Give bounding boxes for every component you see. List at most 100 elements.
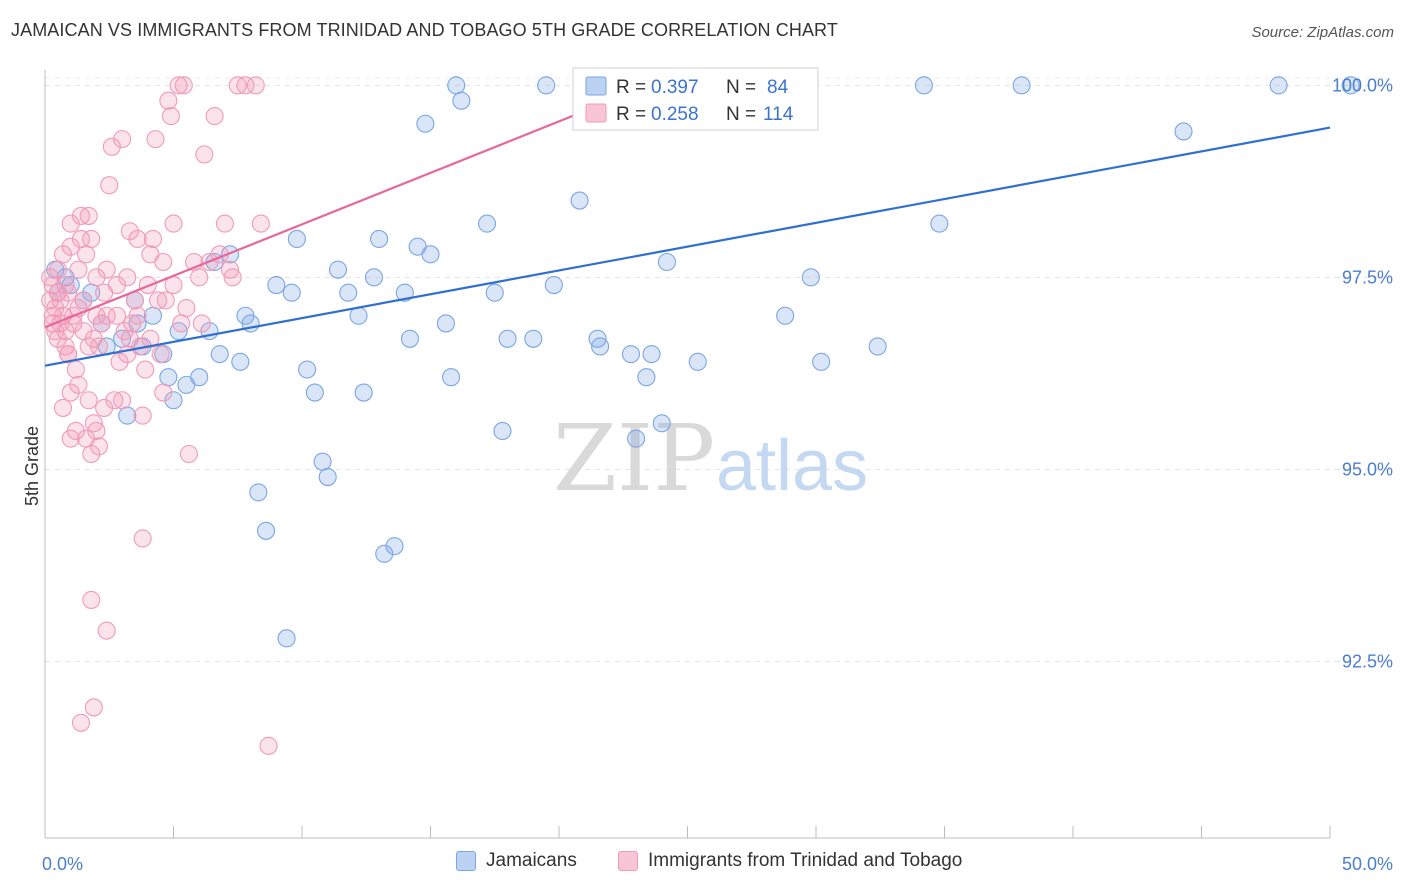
trinidad-tobago-point [251,214,270,233]
trend-lines [44,84,1331,367]
legend-r-value: 0.258 [651,104,699,125]
jamaicans-point [868,337,887,356]
trinidad-tobago-point [113,130,132,149]
trinidad-tobago-point [118,268,137,287]
jamaicans-point [524,329,543,348]
series-trinidad-tobago [41,76,278,755]
trinidad-tobago-point [151,345,170,364]
jamaicans-point [591,337,610,356]
legend-item-jamaicans[interactable]: Jamaicans [456,850,577,872]
trinidad-tobago-point [84,698,103,717]
trinidad-tobago-point [79,206,98,225]
jamaicans-trend-line [44,126,1331,367]
trinidad-tobago-point [246,76,265,95]
jamaicans-point [287,229,306,249]
trinidad-tobago-point [97,621,116,640]
trinidad-tobago-point [61,383,80,402]
jamaicans-point [318,467,337,487]
jamaicans-point [210,345,229,364]
legend-swatch-jamaicans [456,851,476,871]
trinidad-tobago-point [154,252,173,272]
legend-n-value: 114 [763,104,794,125]
trinidad-tobago-point [77,245,96,264]
jamaicans-point [442,368,461,387]
jamaicans-point [354,383,373,402]
jamaicans-point [256,521,276,540]
x-axis [44,826,1331,839]
trinidad-tobago-trend-line [44,84,650,329]
legend-top-swatch-trinidad [585,103,607,123]
jamaicans-point [305,383,324,402]
jamaicans-point [421,245,440,264]
trinidad-tobago-point [107,306,127,325]
trinidad-tobago-point [179,444,198,464]
watermark-atlas: atlas [716,426,868,506]
y-tick-label: 97.5% [1342,267,1393,287]
trinidad-tobago-point [177,299,196,318]
trinidad-tobago-point [120,222,139,241]
jamaicans-point [477,214,497,233]
legend-top-box [572,67,819,131]
jamaicans-point [544,275,563,295]
legend-label: Immigrants from Trinidad and Tobago [648,850,963,871]
trinidad-tobago-point [69,260,88,279]
trinidad-tobago-point [169,76,188,95]
legend-r-label: R = [616,77,646,98]
trinidad-tobago-point [82,444,101,464]
jamaicans-point [637,368,656,387]
trinidad-tobago-point [236,76,255,95]
jamaicans-point [313,452,332,471]
jamaicans-point [930,214,949,233]
jamaicans-point [159,368,178,387]
legend-item-trinidad-tobago[interactable]: Immigrants from Trinidad and Tobago [618,850,962,872]
watermark-zip: ZIP [553,405,715,512]
trinidad-tobago-point [71,206,91,225]
trinidad-tobago-point [161,107,180,126]
trinidad-tobago-point [223,268,242,287]
legend-top: R = 0.397 N = 84 R = 0.258 N = 114 [572,67,819,131]
trinidad-tobago-point [69,375,88,394]
trinidad-tobago-point [74,291,93,310]
jamaicans-point [447,76,466,95]
y-tick-label: 92.5% [1342,651,1393,671]
trinidad-tobago-point [71,713,91,732]
jamaicans-point [339,283,358,302]
trinidad-tobago-point [82,590,101,609]
jamaicans-point [485,283,504,302]
trinidad-tobago-point [110,352,129,371]
legend-bottom: Jamaicans Immigrants from Trinidad and T… [0,850,1406,880]
trinidad-tobago-point [146,130,165,149]
jamaicans-point [282,283,301,302]
jamaicans-point [370,229,389,249]
trinidad-tobago-point [136,360,155,379]
jamaicans-point [436,314,455,333]
trinidad-tobago-point [61,214,80,233]
trinidad-tobago-point [259,736,278,755]
jamaicans-point [249,483,268,502]
trinidad-tobago-point [59,345,78,364]
trinidad-tobago-point [79,391,98,410]
trinidad-tobago-point [48,260,67,279]
jamaicans-point [231,352,250,371]
jamaicans-point [1269,76,1288,95]
trinidad-tobago-point [143,229,162,249]
legend-n-label: N = [726,104,756,125]
trinidad-tobago-point [89,337,109,356]
trinidad-tobago-point [87,421,106,441]
trinidad-tobago-point [59,283,78,302]
trinidad-tobago-point [87,268,106,287]
trinidad-tobago-point [156,291,175,310]
y-tick-label: 95.0% [1342,459,1393,479]
chart-title: JAMAICAN VS IMMIGRANTS FROM TRINIDAD AND… [11,20,838,40]
watermark: ZIP atlas [553,405,868,512]
trinidad-tobago-point [154,383,173,402]
trinidad-tobago-point [113,391,132,410]
legend-r-value: 0.397 [651,77,699,98]
trinidad-tobago-point [102,137,121,156]
jamaicans-point [498,329,517,348]
jamaicans-point [688,352,707,371]
jamaicans-point [298,360,317,379]
jamaicans-point [1174,122,1193,141]
trinidad-tobago-point [190,268,209,287]
jamaicans-point [143,306,162,325]
